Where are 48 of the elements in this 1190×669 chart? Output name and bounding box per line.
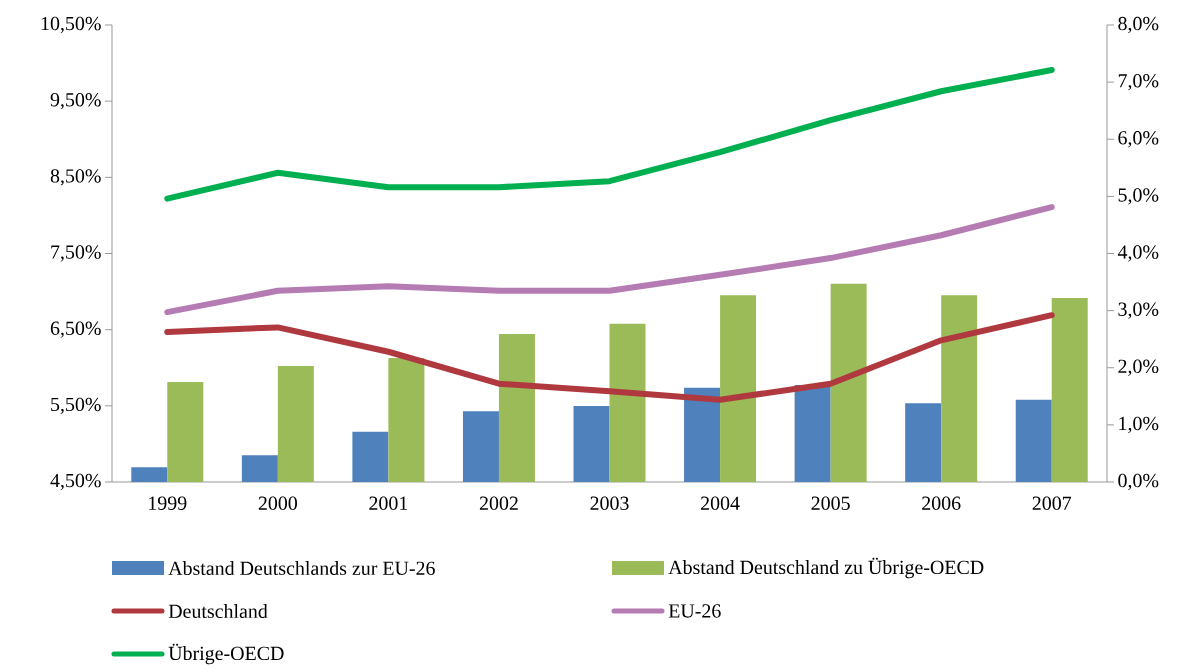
legend-label: Übrige-OECD [168, 643, 284, 665]
y2-tick-label: 2,0% [1118, 359, 1159, 376]
bar [498, 334, 535, 482]
y-tick-label: 10,50% [41, 16, 101, 34]
x-tick-label: 2007 [1032, 496, 1072, 510]
y2-tick-label: 3,0% [1118, 302, 1159, 319]
x-tick-label: 2003 [590, 496, 629, 510]
bar [462, 411, 499, 482]
bar [352, 431, 389, 482]
bar [1015, 399, 1052, 482]
x-tick-label: 2002 [479, 496, 518, 510]
legend-label: Deutschland [168, 603, 268, 618]
bar [830, 283, 867, 482]
y2-tick-label: 5,0% [1118, 188, 1159, 205]
x-tick-label: 2006 [922, 496, 961, 510]
x-tick-label: 2005 [811, 496, 850, 510]
legend-label: Abstand Deutschlands zur EU-26 [168, 560, 435, 575]
y2-tick-label: 6,0% [1118, 131, 1159, 148]
bar [277, 366, 314, 482]
bar [573, 406, 610, 482]
y-tick-label: 7,50% [51, 245, 101, 262]
y-tick-label: 6,50% [50, 321, 101, 338]
y2-tick-label: 0,0% [1118, 473, 1159, 491]
y-tick-label: 9,50% [50, 93, 101, 110]
bar [241, 455, 278, 482]
bar [1051, 298, 1088, 482]
x-tick-label: 1999 [149, 496, 187, 510]
bar [609, 323, 646, 482]
legend-label: Abstand Deutschland zu Übrige-OECD [668, 557, 984, 579]
y2-tick-label: 8,0% [1118, 16, 1159, 34]
x-tick-label: 2000 [258, 496, 297, 510]
y-tick-label: 5,50% [51, 397, 101, 414]
bar [794, 384, 831, 482]
bar [388, 358, 425, 482]
y-tick-label: 8,50% [50, 169, 101, 186]
bar [720, 295, 757, 482]
bar [131, 467, 168, 482]
y2-tick-label: 7,0% [1118, 73, 1159, 91]
bar [905, 403, 942, 482]
bar [684, 387, 721, 482]
x-tick-label: 2001 [369, 496, 408, 510]
bar [941, 295, 978, 482]
y2-tick-label: 4,0% [1117, 245, 1159, 262]
legend-label: EU-26 [668, 604, 721, 618]
bar [167, 382, 204, 482]
x-tick-label: 2004 [701, 496, 740, 510]
y-tick-label: 4,50% [50, 473, 101, 491]
y2-tick-label: 1,0% [1119, 416, 1159, 434]
